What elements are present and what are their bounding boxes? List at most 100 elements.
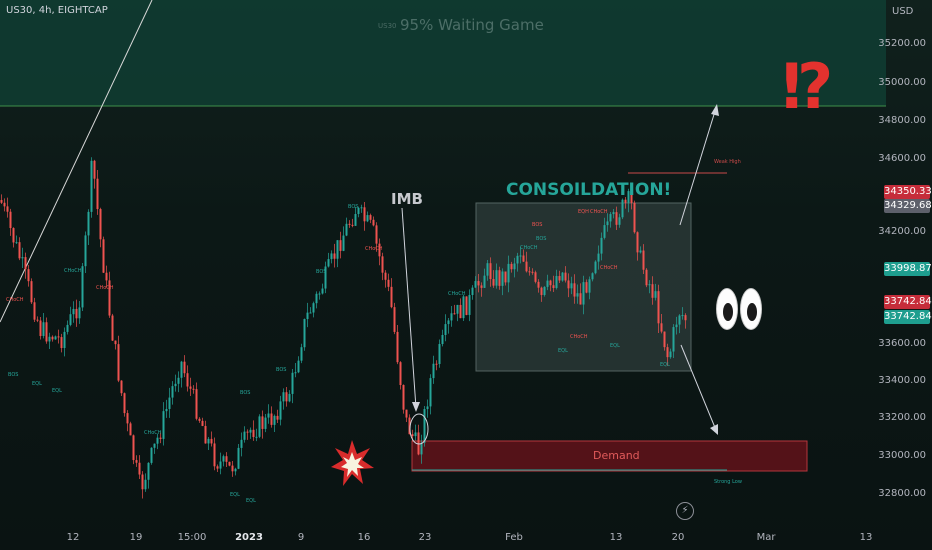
- candle-body: [336, 240, 339, 259]
- smc-label: CHoCH: [96, 285, 114, 291]
- candle-body: [435, 363, 438, 365]
- candle-body: [33, 302, 36, 320]
- candle-body: [531, 271, 534, 273]
- candle-body: [60, 337, 63, 349]
- candle-body: [297, 360, 300, 373]
- candle-body: [684, 315, 687, 321]
- candle-body: [159, 437, 162, 439]
- candle-body: [9, 211, 12, 229]
- candle-body: [561, 272, 564, 281]
- candle-body: [309, 312, 312, 314]
- candle-body: [288, 393, 291, 402]
- candle-body: [666, 347, 669, 358]
- candle-body: [504, 271, 507, 283]
- candlestick-series: [0, 157, 687, 499]
- smc-label: CHoCH: [144, 430, 162, 436]
- smc-label: EQH: [578, 209, 589, 215]
- candle-body: [645, 269, 648, 286]
- smc-label: CHoCH: [570, 334, 588, 340]
- candle-body: [108, 280, 111, 316]
- candle-body: [357, 207, 360, 214]
- candle-body: [498, 270, 501, 286]
- candle-body: [210, 438, 213, 444]
- candle-body: [612, 212, 615, 215]
- candle-body: [48, 336, 51, 342]
- candle-body: [123, 393, 126, 414]
- candle-body: [252, 429, 255, 438]
- time-tick: 9: [297, 532, 305, 543]
- candle-body: [405, 409, 408, 418]
- candle-body: [3, 202, 6, 207]
- candle-body: [363, 207, 366, 222]
- weak-high-label: Weak High: [714, 159, 741, 165]
- candle-body: [294, 372, 297, 374]
- candle-body: [189, 386, 192, 389]
- candle-body: [432, 363, 435, 379]
- supply-zone: [0, 0, 886, 106]
- projection-down-line: [680, 344, 717, 431]
- candle-body: [282, 392, 285, 402]
- candle-body: [42, 322, 45, 337]
- candle-body: [276, 415, 279, 420]
- candle-body: [624, 199, 627, 203]
- price-tag-bid: 33742.84: [884, 295, 932, 309]
- smc-label: BOS: [276, 367, 287, 373]
- candle-body: [582, 282, 585, 305]
- candle-body: [549, 280, 552, 286]
- candle-body: [657, 291, 660, 324]
- candle-body: [174, 383, 177, 387]
- lightning-bolt-icon[interactable]: ⚡: [676, 502, 694, 520]
- candle-body: [513, 263, 516, 270]
- price-tick: 35200.00: [878, 38, 926, 49]
- candle-body: [615, 212, 618, 225]
- candle-body: [150, 447, 153, 463]
- candle-body: [396, 331, 399, 363]
- candle-body: [207, 438, 210, 444]
- candle-body: [618, 217, 621, 225]
- candle-body: [420, 442, 423, 455]
- demand-label: Demand: [593, 449, 640, 462]
- strong-low-label: Strong Low: [714, 479, 742, 485]
- consolidation-label: CONSOILDATION!: [506, 180, 672, 200]
- candle-body: [477, 281, 480, 286]
- candle-body: [654, 291, 657, 298]
- candle-body: [552, 285, 555, 288]
- candle-body: [291, 372, 294, 394]
- candle-body: [375, 225, 378, 244]
- candle-body: [573, 283, 576, 297]
- candle-body: [177, 377, 180, 384]
- candle-body: [660, 323, 663, 332]
- candle-body: [675, 324, 678, 328]
- candle-body: [372, 219, 375, 226]
- candle-body: [591, 273, 594, 280]
- candle-body: [90, 160, 93, 212]
- candle-body: [447, 320, 450, 325]
- smc-label: BOS: [536, 236, 547, 242]
- candle-body: [162, 411, 165, 439]
- candle-body: [219, 461, 222, 469]
- candle-body: [537, 281, 540, 288]
- currency-label[interactable]: USD: [892, 6, 914, 17]
- time-tick: 23: [418, 532, 432, 543]
- candle-body: [492, 279, 495, 286]
- candle-body: [246, 431, 249, 433]
- candle-body: [153, 443, 156, 448]
- candle-body: [528, 271, 531, 273]
- candle-body: [270, 413, 273, 425]
- candle-body: [96, 178, 99, 210]
- candle-body: [594, 261, 597, 274]
- projection-down-head: [710, 424, 718, 435]
- candle-body: [6, 206, 9, 212]
- candle-body: [102, 239, 105, 273]
- candle-body: [285, 392, 288, 402]
- candle-body: [240, 439, 243, 448]
- candle-body: [453, 313, 456, 315]
- candle-body: [303, 319, 306, 348]
- watermark-symbol: US30: [378, 22, 397, 30]
- smc-label: CHoCH: [600, 265, 618, 271]
- demand-zone: [411, 440, 808, 472]
- candle-body: [18, 242, 21, 259]
- candle-body: [267, 413, 270, 418]
